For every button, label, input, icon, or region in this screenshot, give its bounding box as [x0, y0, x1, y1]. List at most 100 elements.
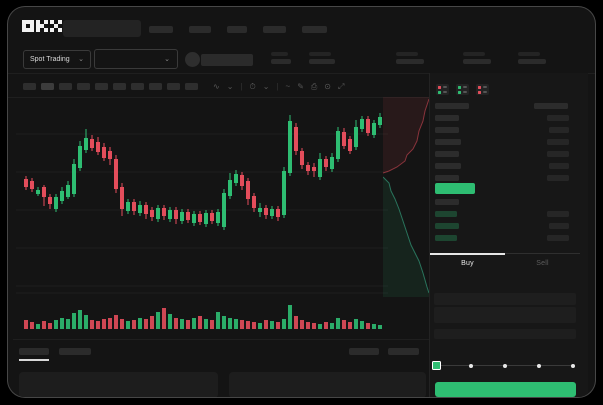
candlestick-chart[interactable] — [16, 95, 388, 347]
fullscreen-icon[interactable]: ⤢ — [338, 82, 345, 91]
book-bids-icon[interactable] — [456, 84, 469, 95]
slider-stop[interactable] — [469, 363, 473, 368]
depth-chart[interactable] — [383, 97, 429, 297]
timeframe-button[interactable] — [149, 83, 162, 90]
nav-item[interactable] — [189, 26, 211, 33]
candle-body — [198, 214, 202, 222]
bid-price-placeholder[interactable] — [435, 199, 459, 205]
slider-stop[interactable] — [503, 363, 507, 368]
search-input[interactable] — [63, 20, 141, 37]
timeframe-button[interactable] — [185, 83, 198, 90]
ask-price-placeholder[interactable] — [435, 163, 461, 169]
candle-body — [150, 210, 154, 217]
volume-bar — [258, 323, 262, 329]
bottom-toolbar-button[interactable] — [349, 348, 379, 355]
orderbook-col-header[interactable] — [534, 103, 568, 109]
volume-bar — [264, 320, 268, 329]
bid-amount-placeholder[interactable] — [549, 223, 569, 229]
volume-bar — [348, 322, 352, 329]
ask-price-placeholder[interactable] — [435, 175, 459, 181]
order-form-input[interactable] — [434, 307, 576, 323]
orders-table-panel — [19, 372, 218, 397]
bottom-tab[interactable] — [19, 348, 49, 355]
bid-price-placeholder[interactable] — [435, 223, 459, 229]
slider-stop[interactable] — [571, 363, 575, 368]
nav-item[interactable] — [149, 26, 173, 33]
slider-stop[interactable] — [537, 363, 541, 368]
slider-handle[interactable] — [432, 361, 441, 370]
ask-amount-placeholder[interactable] — [549, 163, 569, 169]
stat-value-placeholder — [463, 59, 491, 64]
screenshot-icon[interactable]: ⎙ — [310, 82, 318, 91]
panel-divider — [429, 73, 430, 397]
timeframe-button[interactable] — [95, 83, 108, 90]
timeframe-button[interactable] — [77, 83, 90, 90]
candle-body — [240, 175, 244, 186]
buy-submit-button[interactable] — [435, 382, 576, 397]
volume-bar — [240, 320, 244, 329]
interval-icon[interactable]: ⏱ — [249, 82, 256, 91]
chevron-down-icon[interactable]: ⌄ — [262, 82, 270, 91]
timeframe-button[interactable] — [41, 83, 54, 90]
chevron-down-icon[interactable]: ⌄ — [226, 82, 234, 91]
candle-body — [378, 117, 382, 125]
tab-sell[interactable]: Sell — [536, 260, 549, 267]
last-price-badge[interactable] — [435, 183, 475, 194]
ask-price-placeholder[interactable] — [435, 151, 459, 157]
candle-body — [294, 127, 298, 151]
ask-amount-placeholder[interactable] — [547, 115, 569, 121]
candle-body — [342, 132, 346, 146]
ticker-stat — [309, 52, 335, 64]
toolbar-divider: | — [276, 82, 279, 91]
draw-icon[interactable]: ✎ — [297, 82, 304, 91]
tab-buy[interactable]: Buy — [461, 260, 474, 267]
bid-price-placeholder[interactable] — [435, 211, 457, 217]
okx-logo[interactable] — [22, 20, 62, 32]
ask-amount-placeholder[interactable] — [547, 151, 569, 157]
orderbook-col-header[interactable] — [435, 103, 469, 109]
chevron-down-icon: ⌄ — [78, 56, 84, 63]
book-combined-icon[interactable] — [436, 84, 449, 95]
ask-amount-placeholder[interactable] — [547, 139, 569, 145]
candle-body — [72, 164, 76, 194]
candle-body — [54, 197, 58, 209]
candle-body — [48, 197, 52, 204]
bid-price-placeholder[interactable] — [435, 235, 457, 241]
ask-price-placeholder[interactable] — [435, 127, 459, 133]
amount-slider[interactable] — [432, 361, 575, 370]
order-form-input[interactable] — [434, 293, 576, 305]
order-form-input[interactable] — [434, 329, 576, 339]
nav-item[interactable] — [227, 26, 247, 33]
timeframe-button[interactable] — [59, 83, 72, 90]
bid-amount-placeholder[interactable] — [547, 235, 569, 241]
nav-item[interactable] — [263, 26, 286, 33]
timeframe-button[interactable] — [167, 83, 180, 90]
pair-selector[interactable]: ⌄ — [94, 49, 178, 69]
ask-amount-placeholder[interactable] — [549, 127, 569, 133]
app-window: Spot Trading ⌄ ⌄ ∿ ⌄ | ⏱ ⌄ | ~ ✎ ⎙ ⊙ ⤢ Buy Sell — [7, 6, 596, 398]
settings-icon[interactable]: ⊙ — [324, 82, 331, 91]
compare-icon[interactable]: ~ — [285, 82, 291, 91]
orderbook-view-toggles — [436, 84, 489, 95]
ask-amount-placeholder[interactable] — [547, 175, 569, 181]
candle-body — [282, 171, 286, 215]
book-asks-icon[interactable] — [476, 84, 489, 95]
timeframe-button[interactable] — [23, 83, 36, 90]
nav-item[interactable] — [302, 26, 327, 33]
ask-price-placeholder[interactable] — [435, 139, 461, 145]
volume-bar — [336, 318, 340, 329]
candle-body — [270, 209, 274, 216]
bottom-tab[interactable] — [59, 348, 91, 355]
volume-bar — [342, 320, 346, 329]
timeframe-button[interactable] — [113, 83, 126, 90]
market-type-selector[interactable]: Spot Trading ⌄ — [23, 50, 91, 69]
bid-amount-placeholder[interactable] — [547, 211, 569, 217]
ticker-stat — [271, 52, 291, 64]
timeframe-button[interactable] — [131, 83, 144, 90]
line-style-icon[interactable]: ∿ — [213, 82, 220, 91]
ask-price-placeholder[interactable] — [435, 115, 459, 121]
candle-body — [30, 181, 34, 189]
candle-body — [162, 208, 166, 216]
bottom-toolbar-button[interactable] — [388, 348, 419, 355]
volume-bar — [72, 313, 76, 329]
